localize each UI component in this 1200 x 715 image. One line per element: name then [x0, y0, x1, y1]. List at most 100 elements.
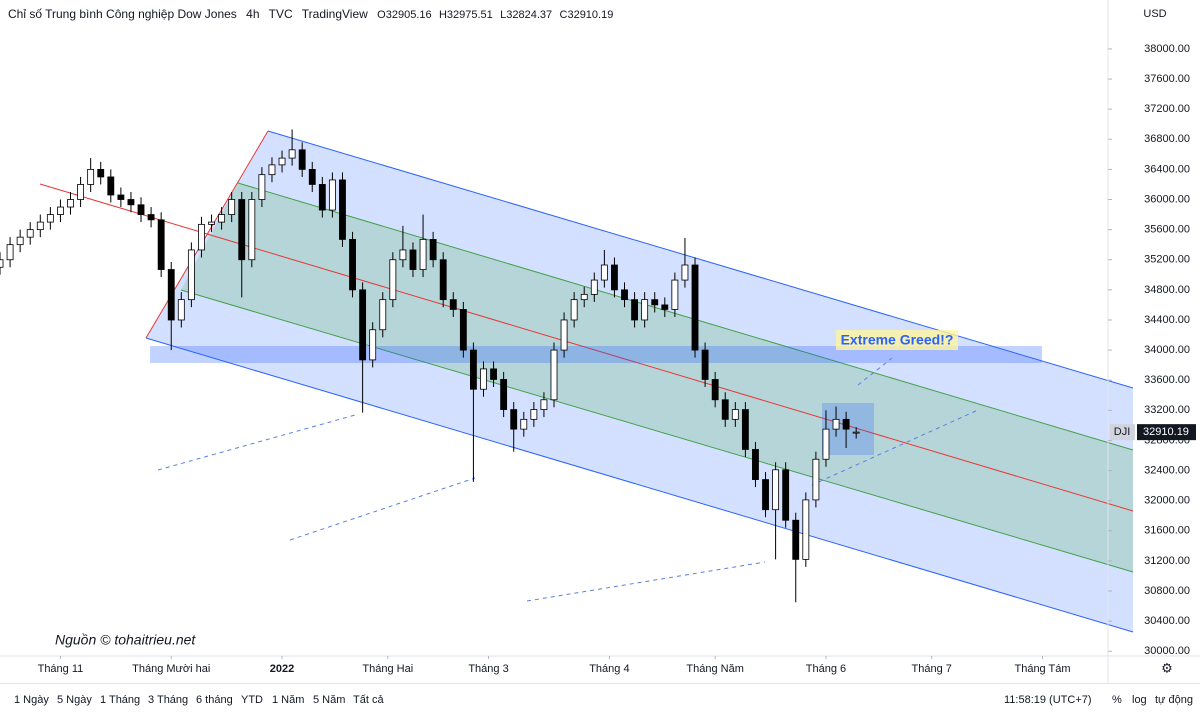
title: Chỉ số Trung bình Công nghiệp Dow Jones — [8, 7, 237, 21]
candle-body — [500, 379, 508, 410]
candle-body — [510, 409, 518, 430]
candle-body — [631, 299, 639, 321]
x-tick-label: Tháng 4 — [589, 663, 629, 675]
candle-body — [590, 279, 598, 295]
currency[interactable]: USD — [1143, 8, 1166, 20]
candle-body — [218, 214, 226, 223]
candle-body — [419, 239, 427, 270]
ohlc-close: C32910.19 — [560, 9, 614, 21]
candle-body — [157, 219, 165, 270]
candle-body — [339, 179, 346, 240]
value: 32975.51 — [446, 9, 493, 21]
y-tick-label: 34000.00 — [1144, 344, 1190, 356]
scale-option[interactable]: % — [1112, 694, 1122, 706]
y-tick-label: 31200.00 — [1144, 555, 1190, 567]
candle-body — [439, 259, 447, 301]
candle-body — [711, 379, 719, 401]
candle-body — [429, 239, 437, 261]
scale-option[interactable]: tự động — [1155, 694, 1193, 706]
candle-body — [449, 299, 457, 310]
x-tick-label: Tháng 3 — [468, 663, 508, 675]
candle-body — [741, 409, 749, 450]
y-tick-label: 34800.00 — [1144, 284, 1190, 296]
candle-body — [117, 194, 125, 200]
candle-body — [621, 289, 628, 301]
candle-body — [691, 264, 699, 351]
interval[interactable]: 4h — [246, 7, 260, 21]
x-tick-label: 2022 — [270, 663, 294, 675]
range-button[interactable]: 1 Năm — [272, 694, 305, 706]
candle-body — [187, 249, 195, 301]
y-tick-label: 33200.00 — [1144, 404, 1190, 416]
candle-body — [681, 264, 689, 281]
y-tick-label: 32000.00 — [1144, 495, 1190, 507]
candle-body — [359, 289, 367, 361]
candle-body — [328, 179, 336, 211]
candle-body — [560, 319, 568, 351]
candle-body — [26, 229, 34, 238]
candle-body — [0, 259, 4, 268]
y-tick-label: 38000.00 — [1144, 43, 1190, 55]
range-button[interactable]: 3 Tháng — [148, 694, 189, 706]
value: 32910.19 — [567, 9, 614, 21]
prefix: L — [500, 9, 507, 21]
candle-body — [308, 168, 316, 185]
settings-icon[interactable]: ⚙ — [1161, 660, 1173, 675]
candle-body — [127, 199, 135, 206]
range-button[interactable]: YTD — [241, 694, 263, 706]
value: 32905.16 — [385, 9, 432, 21]
candle-body — [490, 368, 497, 380]
range-button[interactable]: 1 Tháng — [100, 694, 141, 706]
price-tag — [1137, 424, 1196, 441]
candle-body — [469, 349, 477, 390]
candle-body — [661, 304, 669, 310]
candle-body — [762, 479, 769, 511]
candle-body — [198, 223, 205, 251]
candle-body — [268, 164, 276, 176]
x-tick-label: Tháng Tám — [1014, 663, 1070, 675]
candle-body — [177, 299, 185, 321]
scale-option[interactable]: log — [1132, 694, 1147, 706]
candle-body — [369, 329, 377, 361]
y-tick-label: 30000.00 — [1144, 645, 1190, 657]
range-button[interactable]: 5 Năm — [313, 694, 346, 706]
prefix: H — [438, 9, 447, 21]
symbol: DJI — [1114, 426, 1131, 438]
candle-body — [298, 149, 306, 170]
x-tick-label: Tháng 7 — [912, 663, 952, 675]
candle-body — [459, 309, 467, 351]
chart: Extreme Greed!? Nguồn © tohaitrieu.net U… — [0, 0, 1200, 683]
candle-body — [399, 249, 407, 261]
ohlc-open: O32905.16 — [377, 9, 431, 21]
range-button[interactable]: 1 Ngày — [14, 694, 49, 706]
candle-body — [36, 221, 44, 231]
candle-body — [137, 204, 145, 215]
candle-body — [288, 149, 296, 159]
candle-body — [530, 409, 538, 420]
candle-body — [520, 418, 528, 430]
candle-body — [772, 469, 780, 511]
candle-body — [822, 428, 830, 460]
range-button[interactable]: 5 Ngày — [57, 694, 92, 706]
candle-body — [248, 199, 256, 261]
candle-body — [389, 259, 397, 301]
y-tick-label: 32400.00 — [1144, 464, 1190, 476]
candle-body — [318, 184, 326, 211]
candle-body — [570, 299, 578, 321]
channel — [39, 130, 1134, 633]
prefix: C — [559, 9, 568, 21]
candle-body — [540, 399, 548, 410]
annotation-bg — [836, 330, 958, 350]
range-button[interactable]: 6 tháng — [196, 694, 233, 706]
y-tick-label: 37200.00 — [1144, 103, 1190, 115]
clock: 11:58:19 (UTC+7) — [1004, 694, 1092, 706]
candle-body — [852, 431, 860, 434]
candle-body — [550, 349, 558, 401]
range-button[interactable]: Tất cả — [353, 694, 384, 706]
x-tick-label: Tháng Hai — [362, 663, 413, 675]
candle-body — [480, 368, 487, 390]
candle-body — [802, 499, 810, 560]
y-tick-label: 35200.00 — [1144, 254, 1190, 266]
candle-body — [701, 349, 709, 380]
